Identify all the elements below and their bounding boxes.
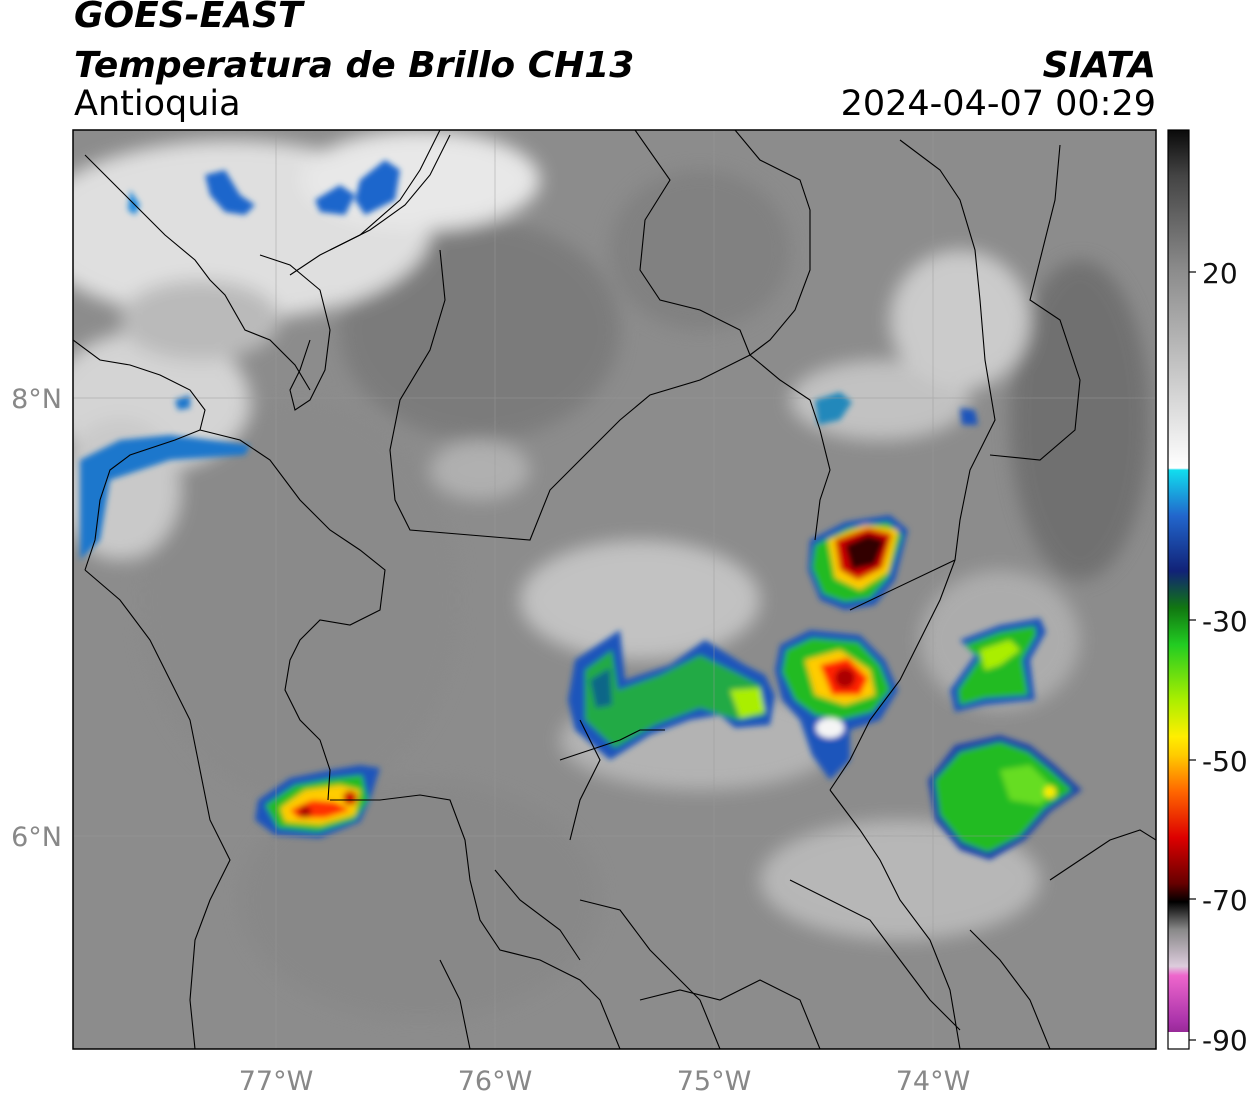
colorbar-tick-label: -70 xyxy=(1202,884,1248,917)
colorbar-min-swatch xyxy=(1168,1032,1189,1049)
colorbar-frame xyxy=(1167,129,1190,1050)
colorbar-scale xyxy=(1168,130,1189,1049)
colorbar-tick-label: 20 xyxy=(1202,257,1238,290)
colorbar: 20 -30 -50 -70 -90 xyxy=(1167,129,1248,1057)
latitude-labels: 8°N 6°N xyxy=(11,384,62,853)
colorbar-tick-label: -30 xyxy=(1202,605,1248,638)
region-label: Antioquia xyxy=(74,84,241,124)
convective-cells xyxy=(80,160,1082,860)
lat-label: 8°N xyxy=(11,384,62,415)
longitude-labels: 77°W 76°W 75°W 74°W xyxy=(239,1066,971,1097)
political-borders xyxy=(73,130,1156,1049)
colorbar-tick-label: -90 xyxy=(1202,1024,1248,1057)
satellite-image xyxy=(73,130,1156,1049)
gridlines xyxy=(73,130,1156,1049)
colorbar-tick-label: -50 xyxy=(1202,745,1248,778)
product-title: Temperatura de Brillo CH13 xyxy=(74,45,635,86)
lon-label: 74°W xyxy=(896,1066,971,1097)
lon-label: 75°W xyxy=(677,1066,752,1097)
brand-label: SIATA xyxy=(1042,45,1156,86)
map-frame xyxy=(72,129,1157,1050)
timestamp-label: 2024-04-07 00:29 xyxy=(840,84,1156,124)
lon-label: 77°W xyxy=(239,1066,314,1097)
lon-label: 76°W xyxy=(458,1066,533,1097)
satellite-title: GOES-EAST xyxy=(74,0,303,36)
lat-label: 6°N xyxy=(11,822,62,853)
